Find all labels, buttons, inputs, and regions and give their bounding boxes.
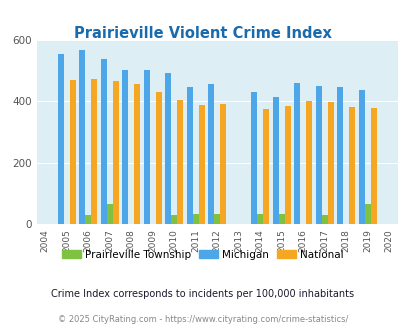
Bar <box>58 54 64 224</box>
Bar <box>284 107 290 224</box>
Bar <box>220 104 226 224</box>
Legend: Prairieville Township, Michigan, National: Prairieville Township, Michigan, Nationa… <box>58 246 347 264</box>
Bar <box>315 86 321 224</box>
Bar <box>321 215 327 224</box>
Bar <box>272 97 278 224</box>
Bar <box>155 92 161 224</box>
Bar <box>198 105 204 224</box>
Bar <box>348 107 354 224</box>
Bar <box>85 215 91 224</box>
Bar <box>134 83 140 224</box>
Text: Prairieville Violent Crime Index: Prairieville Violent Crime Index <box>74 26 331 41</box>
Bar <box>214 214 220 224</box>
Bar <box>177 100 183 224</box>
Bar <box>364 204 370 224</box>
Bar <box>251 92 257 224</box>
Bar <box>186 87 192 224</box>
Bar <box>91 79 97 224</box>
Bar <box>143 70 149 224</box>
Bar <box>192 214 198 224</box>
Bar <box>165 73 171 224</box>
Bar <box>262 109 269 224</box>
Bar <box>70 80 75 224</box>
Bar <box>294 83 299 224</box>
Bar <box>122 70 128 224</box>
Bar <box>100 59 107 224</box>
Bar <box>370 108 376 224</box>
Text: Crime Index corresponds to incidents per 100,000 inhabitants: Crime Index corresponds to incidents per… <box>51 289 354 299</box>
Bar <box>358 90 364 224</box>
Bar <box>79 50 85 224</box>
Bar <box>305 101 311 224</box>
Bar <box>171 215 177 224</box>
Bar <box>107 204 113 224</box>
Bar <box>257 214 262 224</box>
Bar <box>113 81 118 224</box>
Text: © 2025 CityRating.com - https://www.cityrating.com/crime-statistics/: © 2025 CityRating.com - https://www.city… <box>58 315 347 324</box>
Bar <box>208 84 214 224</box>
Bar <box>327 102 333 224</box>
Bar <box>337 87 342 224</box>
Bar <box>278 214 284 224</box>
